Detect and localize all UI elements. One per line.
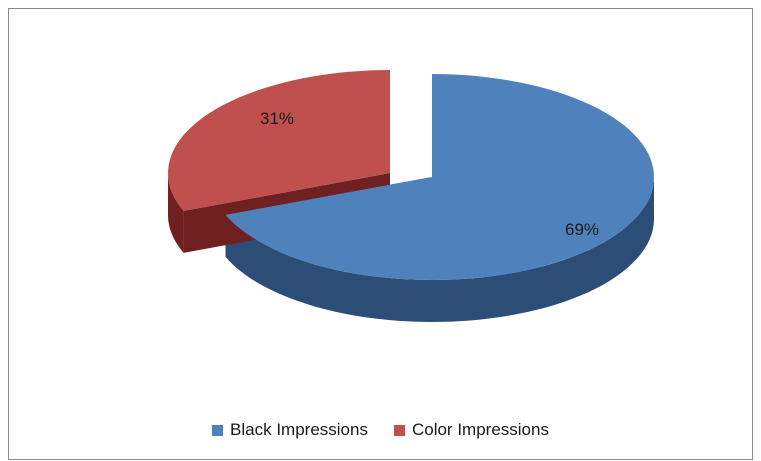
legend-item-color-impressions: Color Impressions xyxy=(393,420,549,440)
pie-slice-black-impressions xyxy=(225,74,654,280)
data-label-color-impressions: 31% xyxy=(260,109,294,128)
legend: Black Impressions Color Impressions xyxy=(0,420,761,440)
legend-swatch-color-impressions xyxy=(393,424,405,436)
legend-item-black-impressions: Black Impressions xyxy=(212,420,368,440)
pie-top-faces xyxy=(168,70,654,280)
legend-label-color-impressions: Color Impressions xyxy=(411,420,549,439)
pie-data-labels: 69% 31% xyxy=(260,109,599,239)
data-label-black-impressions: 69% xyxy=(565,220,599,239)
legend-swatch-black-impressions xyxy=(212,424,224,436)
pie-outer-wall-0-color-impressions xyxy=(168,173,184,253)
pie-slice-color-impressions xyxy=(168,70,390,211)
pie-outer-wall-0-black-impressions xyxy=(225,177,654,322)
legend-label-black-impressions: Black Impressions xyxy=(230,420,368,439)
